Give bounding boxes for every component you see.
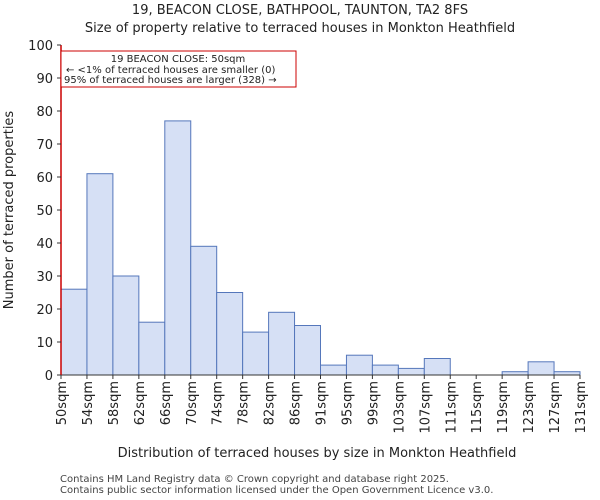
y-tick-label: 60 bbox=[36, 171, 53, 186]
annotation-line-3: 95% of terraced houses are larger (328) … bbox=[64, 75, 277, 86]
histogram-bar bbox=[190, 245, 218, 376]
annotation-frame bbox=[60, 50, 297, 88]
x-tick-label: 131sqm bbox=[574, 381, 589, 434]
histogram-bar bbox=[164, 120, 192, 376]
histogram-chart: 0 10 20 30 40 50 60 70 80 90 100 50sqm 54sqm 58sqm 62s… bbox=[2, 39, 589, 461]
y-tick-label: 70 bbox=[36, 138, 53, 153]
histogram-bar bbox=[242, 331, 270, 376]
y-tick-label: 30 bbox=[36, 270, 53, 285]
y-axis-label: Number of terraced properties bbox=[2, 111, 17, 310]
y-tick-label: 100 bbox=[28, 39, 53, 54]
footer-copyright: Contains HM Land Registry data © Crown c… bbox=[60, 474, 449, 485]
x-tick-label: 50sqm bbox=[55, 381, 70, 425]
x-tick-label: 115sqm bbox=[470, 381, 485, 434]
x-tick-label: 86sqm bbox=[289, 381, 304, 425]
ticks-layer: 0 10 20 30 40 50 60 70 80 90 100 50sqm 54sqm 58sqm 62s… bbox=[28, 39, 589, 434]
x-tick-label: 119sqm bbox=[496, 381, 511, 434]
y-tick-label: 40 bbox=[36, 237, 53, 252]
x-tick-label: 107sqm bbox=[418, 381, 433, 434]
x-tick-label: 95sqm bbox=[340, 381, 355, 425]
chart-subtitle: Size of property relative to terraced ho… bbox=[84, 21, 516, 36]
x-tick-label: 82sqm bbox=[263, 381, 278, 425]
histogram-bar bbox=[397, 367, 425, 376]
x-tick-label: 78sqm bbox=[237, 381, 252, 425]
histogram-bar bbox=[527, 361, 555, 376]
x-tick-label: 66sqm bbox=[159, 381, 174, 425]
histogram-bar bbox=[216, 292, 244, 376]
x-tick-label: 103sqm bbox=[392, 381, 407, 434]
x-tick-label: 58sqm bbox=[107, 381, 122, 425]
x-tick-label: 127sqm bbox=[548, 381, 563, 434]
histogram-bar bbox=[294, 325, 321, 376]
y-tick-label: 90 bbox=[36, 72, 53, 87]
y-tick-label: 20 bbox=[36, 303, 53, 318]
annotation-box: 19 BEACON CLOSE: 50sqm ← <1% of terraced… bbox=[60, 50, 297, 88]
x-tick-label: 70sqm bbox=[185, 381, 200, 425]
annotation-line-1: 19 BEACON CLOSE: 50sqm bbox=[111, 54, 246, 65]
y-tick-label: 0 bbox=[45, 369, 53, 384]
histogram-bar bbox=[268, 311, 296, 376]
histogram-bar bbox=[320, 364, 347, 376]
histogram-bar bbox=[60, 288, 88, 376]
x-tick-label: 123sqm bbox=[522, 381, 537, 434]
histogram-bar bbox=[423, 358, 451, 376]
x-tick-label: 74sqm bbox=[211, 381, 226, 425]
y-tick-label: 80 bbox=[36, 105, 53, 120]
chart-title: 19, BEACON CLOSE, BATHPOOL, TAUNTON, TA2… bbox=[131, 3, 469, 18]
x-tick-label: 91sqm bbox=[315, 381, 330, 425]
histogram-bar bbox=[345, 354, 373, 376]
x-tick-label: 111sqm bbox=[444, 381, 459, 434]
x-tick-label: 62sqm bbox=[133, 381, 148, 425]
x-tick-label: 99sqm bbox=[366, 381, 381, 425]
annotation-line-2: ← <1% of terraced houses are smaller (0) bbox=[66, 65, 275, 76]
bars-layer bbox=[60, 120, 581, 376]
histogram-bar bbox=[371, 364, 399, 376]
x-axis-label: Distribution of terraced houses by size … bbox=[118, 446, 517, 461]
histogram-bar bbox=[112, 275, 140, 376]
histogram-bar bbox=[86, 173, 114, 376]
histogram-bar bbox=[138, 321, 166, 376]
x-tick-label: 54sqm bbox=[81, 381, 96, 425]
footer-licence: Contains public sector information licen… bbox=[60, 485, 494, 496]
y-tick-label: 10 bbox=[36, 336, 53, 351]
y-tick-label: 50 bbox=[36, 204, 53, 219]
